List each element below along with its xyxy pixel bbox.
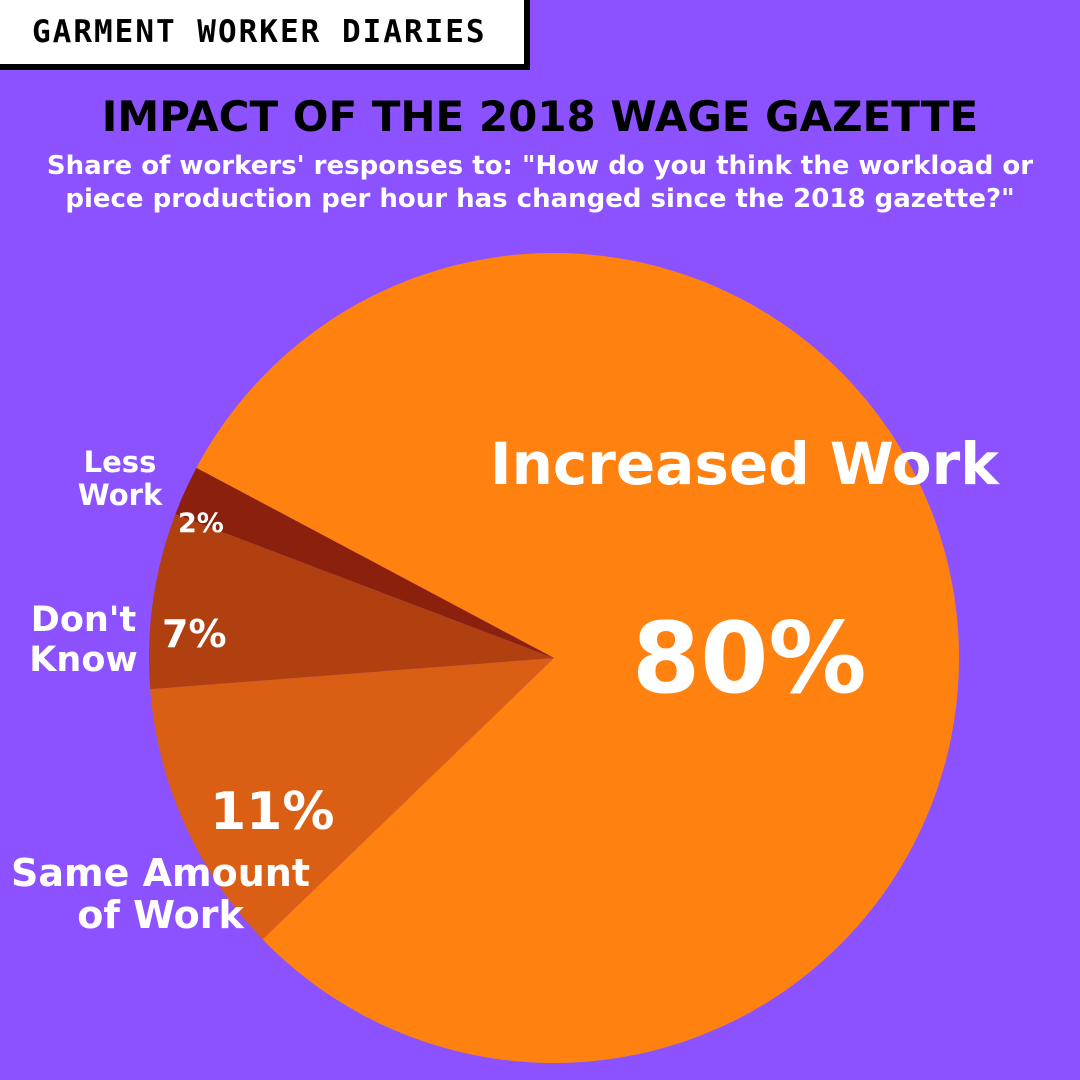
slice-value-increased-work: 80% bbox=[632, 602, 867, 716]
subtitle-line-2: piece production per hour has changed si… bbox=[65, 184, 1015, 214]
pie-slice-less-work bbox=[175, 467, 554, 658]
less-work-line-2: Work bbox=[77, 478, 163, 512]
brand-label: GARMENT WORKER DIARIES bbox=[32, 14, 487, 50]
chart-subtitle: Share of workers' responses to: "How do … bbox=[0, 150, 1080, 216]
slice-value-dont-know: 7% bbox=[162, 612, 227, 656]
pie-slice-don-t-know bbox=[149, 514, 554, 690]
same-work-line-1: Same Amount bbox=[11, 851, 310, 895]
dont-know-line-1: Don't bbox=[30, 600, 137, 640]
slice-label-less-work: Less Work bbox=[70, 446, 170, 512]
slice-label-same-work: Same Amount of Work bbox=[8, 852, 313, 936]
same-work-line-2: of Work bbox=[77, 893, 244, 937]
slice-value-same-work: 11% bbox=[210, 782, 335, 842]
dont-know-line-2: Know bbox=[29, 640, 138, 680]
slice-value-less-work: 2% bbox=[178, 508, 224, 539]
pie-slices bbox=[149, 253, 959, 1064]
brand-box: GARMENT WORKER DIARIES bbox=[0, 0, 530, 70]
slice-label-increased-work: Increased Work bbox=[490, 430, 999, 498]
slice-label-dont-know: Don't Know bbox=[26, 600, 141, 680]
chart-title: IMPACT OF THE 2018 WAGE GAZETTE bbox=[101, 92, 979, 141]
pie-slice-same-amount-of-work bbox=[150, 658, 554, 940]
subtitle-line-1: Share of workers' responses to: "How do … bbox=[46, 151, 1034, 181]
pie-slice-increased-work bbox=[196, 253, 959, 1064]
less-work-line-1: Less bbox=[83, 445, 157, 479]
